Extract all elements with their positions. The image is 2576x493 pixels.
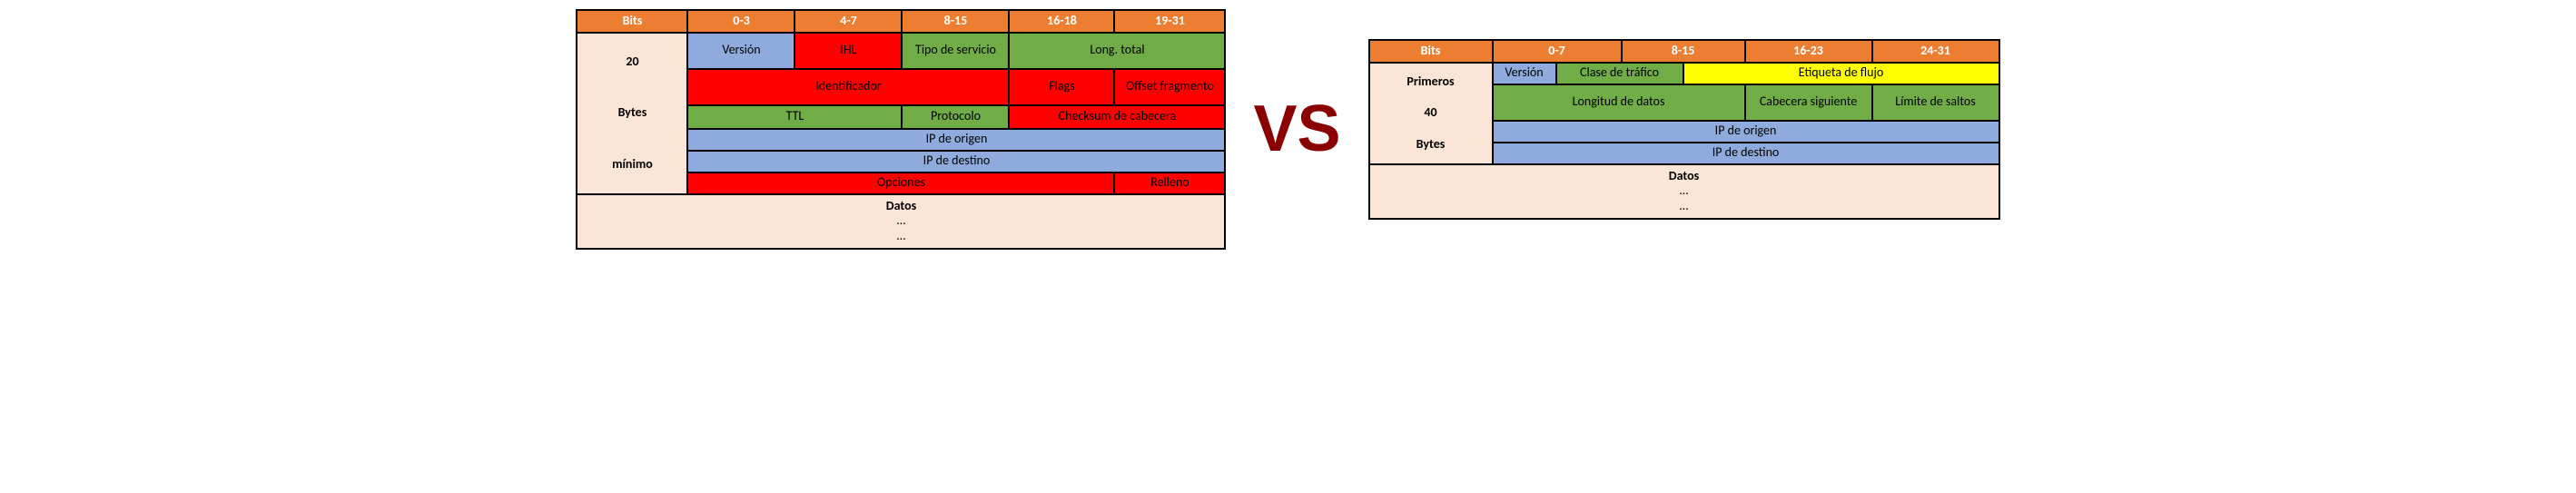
bits-col-2: 16-23: [1745, 40, 1872, 63]
ipv6-side-label: Primeros 40 Bytes: [1369, 63, 1493, 164]
field-identifier: Identificador: [687, 69, 1009, 105]
ipv6-header-diagram: Bits 0-7 8-15 16-23 24-31 Primeros 40 By…: [1368, 39, 2000, 220]
bits-col-3: 24-31: [1872, 40, 1999, 63]
side-label-line: Primeros: [1406, 74, 1454, 90]
side-label-line: 40: [1424, 105, 1436, 121]
ipv6-data-row: Datos … …: [1369, 164, 1999, 219]
ipv4-side-label: 20 Bytes mínimo: [577, 33, 687, 194]
ipv4-fields: Versión IHL Tipo de servicio Long. total…: [687, 33, 1225, 194]
bits-col-1: 8-15: [1622, 40, 1745, 63]
field-hop-limit: Límite de saltos: [1872, 84, 1999, 121]
bits-col-2: 8-15: [902, 10, 1009, 33]
vs-text: VS: [1244, 92, 1349, 166]
ipv6-fields: Versión Clase de tráfico Etiqueta de flu…: [1493, 63, 1999, 164]
side-label-line: Bytes: [618, 105, 647, 121]
ipv4-body: 20 Bytes mínimo Versión IHL Tipo de serv…: [577, 33, 1225, 194]
bits-label: Bits: [1369, 40, 1493, 63]
data-dots: …: [897, 229, 906, 244]
field-payload-length: Longitud de datos: [1493, 84, 1745, 121]
field-options: Opciones: [687, 173, 1114, 194]
ipv4-bits-header-row: Bits 0-3 4-7 8-15 16-18 19-31: [577, 10, 1225, 33]
bits-col-0: 0-7: [1493, 40, 1622, 63]
field-tos: Tipo de servicio: [902, 33, 1009, 69]
data-label: Datos: [886, 199, 916, 214]
field-frag-offset: Offset fragmento: [1114, 69, 1225, 105]
data-dots: …: [1680, 183, 1689, 199]
field-source-ip: IP de origen: [687, 129, 1225, 151]
field-dest-ip: IP de destino: [687, 151, 1225, 173]
field-padding: Relleno: [1114, 173, 1225, 194]
data-dots: …: [1680, 199, 1689, 214]
side-label-line: 20: [626, 54, 638, 70]
bits-col-1: 4-7: [795, 10, 902, 33]
data-dots: …: [897, 213, 906, 229]
bits-label: Bits: [577, 10, 687, 33]
field-ihl: IHL: [795, 33, 902, 69]
bits-col-4: 19-31: [1114, 10, 1225, 33]
data-label: Datos: [1669, 169, 1699, 184]
field-next-header: Cabecera siguiente: [1745, 84, 1872, 121]
field-version: Versión: [1493, 63, 1556, 84]
field-checksum: Checksum de cabecera: [1009, 105, 1225, 129]
field-flags: Flags: [1009, 69, 1114, 105]
ipv6-body: Primeros 40 Bytes Versión Clase de tráfi…: [1369, 63, 1999, 164]
bits-col-3: 16-18: [1009, 10, 1114, 33]
field-total-length: Long. total: [1009, 33, 1225, 69]
field-traffic-class: Clase de tráfico: [1556, 63, 1683, 84]
field-flow-label: Etiqueta de flujo: [1683, 63, 1999, 84]
field-version: Versión: [687, 33, 795, 69]
ipv4-header-diagram: Bits 0-3 4-7 8-15 16-18 19-31 20 Bytes m…: [576, 9, 1226, 250]
side-label-line: Bytes: [1416, 137, 1446, 153]
bits-col-0: 0-3: [687, 10, 795, 33]
field-dest-ip: IP de destino: [1493, 143, 1999, 164]
ipv6-bits-header-row: Bits 0-7 8-15 16-23 24-31: [1369, 40, 1999, 63]
side-label-line: mínimo: [612, 157, 653, 173]
field-protocol: Protocolo: [902, 105, 1009, 129]
ipv4-data-row: Datos … …: [577, 194, 1225, 249]
field-source-ip: IP de origen: [1493, 121, 1999, 143]
field-ttl: TTL: [687, 105, 902, 129]
